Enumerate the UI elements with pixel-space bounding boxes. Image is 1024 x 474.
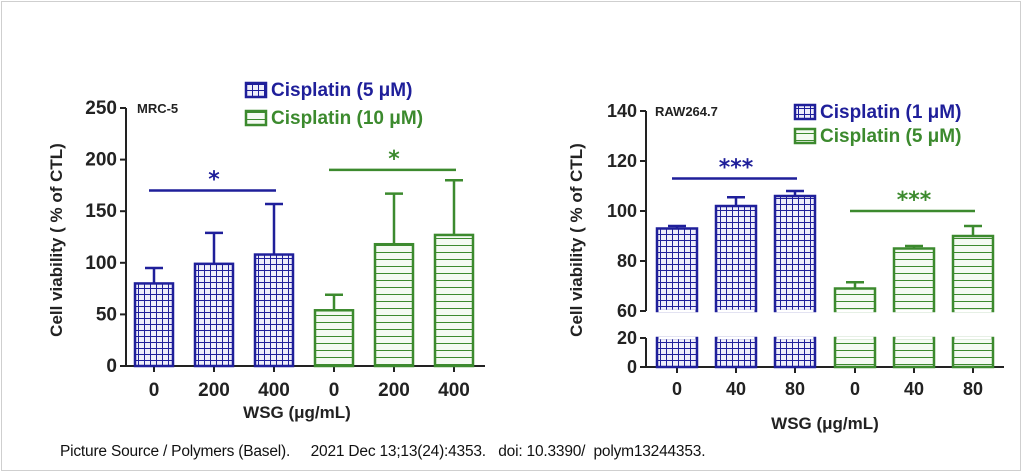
bar-lower — [655, 336, 699, 369]
y-tick-label: 140 — [607, 101, 637, 121]
bar-upper — [714, 204, 758, 313]
x-tick-label: 80 — [963, 379, 983, 399]
bar — [253, 253, 295, 368]
chart-mrc5: MRC-5 Cell viability ( % of CTL) WSG (μg… — [47, 80, 485, 422]
x-tick-label: 400 — [258, 380, 290, 401]
bar-upper — [892, 247, 936, 313]
y-tick-label: 100 — [85, 253, 117, 274]
x-tick-label: 200 — [378, 380, 410, 401]
bar-upper — [773, 194, 817, 313]
bar — [313, 309, 355, 368]
bar-lower — [714, 336, 758, 369]
x-tick-label: 40 — [726, 379, 746, 399]
x-tick-label: 0 — [672, 379, 682, 399]
x-tick-label: 0 — [149, 380, 160, 401]
y-tick-label: 20 — [617, 328, 637, 348]
bar-lower — [951, 336, 995, 369]
chart-raw264: RAW264.7 Cell viability ( % of CTL) WSG … — [567, 101, 1004, 433]
legend-swatch-icon — [793, 103, 817, 121]
significance-marker: * — [208, 168, 220, 193]
x-tick-label: 0 — [329, 380, 340, 401]
y-tick-label: 100 — [607, 201, 637, 221]
legend-swatch-icon — [793, 127, 817, 145]
legend-label: Cisplatin (5 μM) — [820, 126, 961, 147]
significance-marker: *** — [719, 156, 754, 181]
bar — [193, 262, 235, 368]
bar — [433, 233, 475, 368]
x-tick-label: 0 — [850, 379, 860, 399]
significance-marker: * — [388, 147, 400, 172]
x-axis-title: WSG (μg/mL) — [243, 403, 351, 422]
y-tick-label: 120 — [607, 151, 637, 171]
bar-lower — [833, 336, 877, 369]
y-tick-label: 50 — [96, 304, 117, 325]
y-tick-label: 80 — [617, 251, 637, 271]
y-tick-label: 150 — [85, 201, 117, 222]
panel-label: RAW264.7 — [655, 104, 718, 119]
x-tick-label: 200 — [198, 380, 230, 401]
x-tick-label: 80 — [785, 379, 805, 399]
y-axis-title: Cell viability ( % of CTL) — [567, 143, 586, 337]
panel-label: MRC-5 — [137, 101, 178, 116]
legend-swatch-icon — [244, 81, 268, 99]
legend-label: Cisplatin (10 μM) — [271, 108, 423, 129]
legend-label: Cisplatin (5 μM) — [271, 80, 412, 101]
x-tick-label: 400 — [438, 380, 470, 401]
bar — [133, 282, 175, 368]
legend-label: Cisplatin (1 μM) — [820, 102, 961, 123]
significance-marker: *** — [897, 188, 932, 213]
x-axis-title: WSG (μg/mL) — [771, 414, 879, 433]
y-axis-title: Cell viability ( % of CTL) — [47, 143, 66, 337]
y-tick-label: 200 — [85, 150, 117, 171]
y-tick-label: 250 — [85, 98, 117, 119]
legend-swatch-icon — [244, 109, 268, 127]
bar-upper — [833, 287, 877, 313]
y-tick-label: 0 — [106, 356, 117, 377]
x-tick-label: 40 — [904, 379, 924, 399]
bar-lower — [773, 336, 817, 369]
bar — [373, 242, 415, 368]
y-tick-label: 0 — [627, 357, 637, 377]
bar-upper — [655, 227, 699, 313]
figure-caption: Picture Source / Polymers (Basel). 2021 … — [60, 443, 706, 460]
bar-lower — [892, 336, 936, 369]
y-tick-label: 60 — [617, 301, 637, 321]
bar-upper — [951, 234, 995, 313]
